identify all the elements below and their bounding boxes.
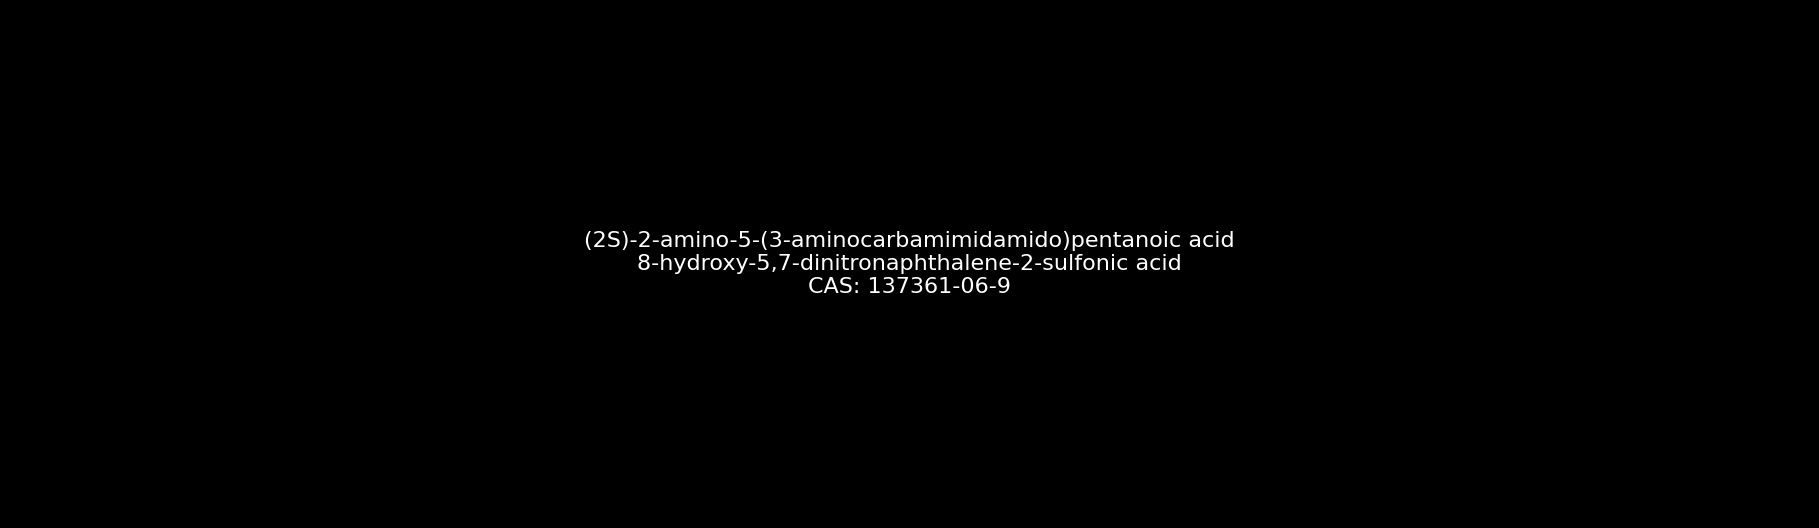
Text: (2S)-2-amino-5-(3-aminocarbamimidamido)pentanoic acid
8-hydroxy-5,7-dinitronapht: (2S)-2-amino-5-(3-aminocarbamimidamido)p… (584, 231, 1235, 297)
